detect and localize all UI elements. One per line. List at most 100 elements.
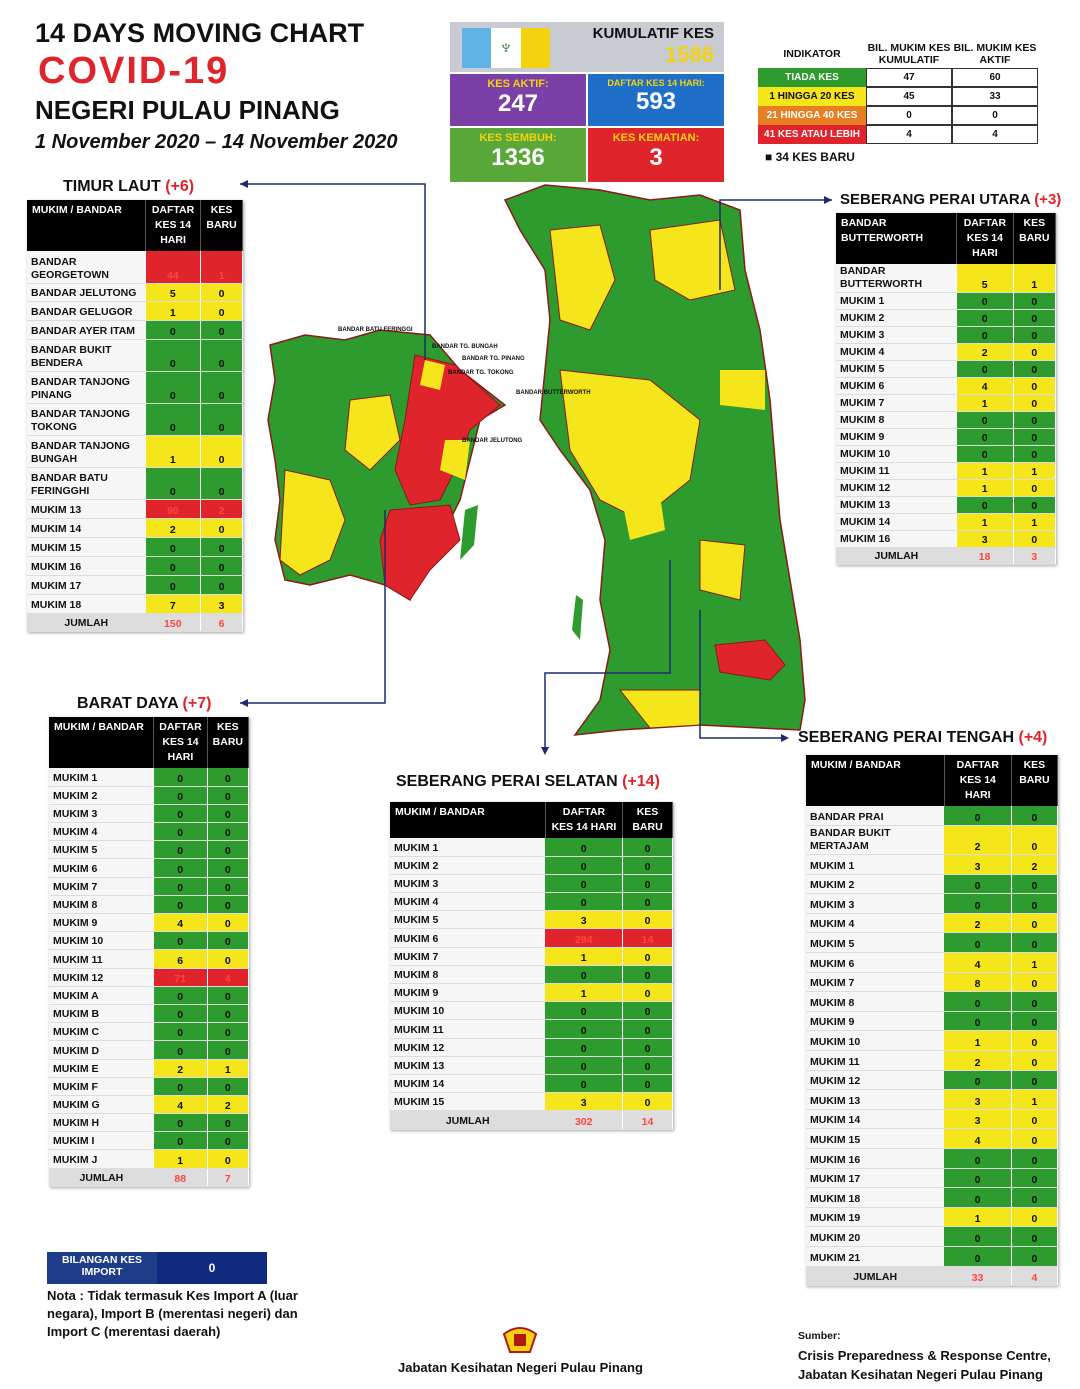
table-row: MUKIM 12 1 0 [836,479,1057,497]
registered-count: 0 [545,1038,624,1057]
new-cases-count: 0 [622,874,673,894]
new-cases-note: ■ 34 KES BARU [765,150,855,164]
table-row: MUKIM 15 0 0 [27,537,243,557]
new-cases-count: 0 [207,1113,250,1133]
source-label: Sumber: [798,1330,841,1342]
registered-count: 2 [944,913,1012,934]
import-value: 0 [157,1252,267,1284]
area-name: MUKIM 12 [49,968,154,987]
new-cases-count: 1 [200,251,243,284]
registered-count: 0 [956,309,1014,327]
new-cases-count: 0 [207,931,250,951]
area-name: MUKIM 14 [836,513,957,531]
registered-count: 0 [944,1226,1012,1247]
new-cases-count: 0 [200,320,243,341]
table-row: MUKIM 21 0 0 [806,1246,1059,1267]
total-new: 6 [200,613,243,633]
total-registered: 33 [944,1266,1012,1287]
table-row: MUKIM 15 3 0 [390,1092,673,1112]
new-cases-count: 1 [1013,264,1057,293]
new-cases-count: 14 [622,928,673,948]
new-cases-count: 2 [207,1095,250,1115]
new-cases-count: 0 [622,838,673,857]
department-name: Jabatan Kesihatan Negeri Pulau Pinang [398,1360,643,1375]
area-name: BANDAR GELUGOR [27,301,146,322]
area-name: MUKIM 10 [49,931,154,951]
new-cases-header: KES BARU [1011,755,1059,806]
registered-count: 0 [944,1011,1012,1032]
active-count: 0 [952,106,1038,125]
area-name: MUKIM 14 [27,518,146,538]
registered-count: 1 [145,435,202,469]
malaysia-coat-of-arms-icon [500,1322,540,1356]
area-name: MUKIM E [49,1059,154,1078]
registered-count: 0 [145,575,202,595]
new-cases-count: 0 [1011,991,1059,1012]
registered-count: 0 [145,371,202,405]
area-name: MUKIM 8 [390,965,546,985]
registered-header: DAFTAR KES 14 HARI [153,717,208,768]
registered-count: 3 [944,1089,1012,1110]
area-name: MUKIM 1 [49,768,154,787]
table-row: MUKIM 10 0 0 [836,445,1057,463]
new-cases-count: 0 [1011,1128,1059,1149]
table-row: MUKIM 17 0 0 [27,575,243,595]
area-name: MUKIM 16 [806,1148,945,1169]
new-cases-count: 0 [1011,806,1059,827]
seberang-perai-map [503,184,806,736]
new-cases-count: 0 [1013,479,1057,497]
area-name: MUKIM 8 [836,411,957,429]
active-box: KES AKTIF: 247 [450,74,586,126]
table-row: BANDAR TANJONG PINANG 0 0 [27,371,243,405]
new-cases-count: 2 [1011,854,1059,875]
penang-island-map [267,329,583,640]
area-name: MUKIM 11 [806,1050,945,1071]
new-cases-count: 0 [200,518,243,538]
area-name: MUKIM 1 [390,838,546,857]
area-name: MUKIM H [49,1113,154,1133]
new-cases-count: 0 [207,858,250,878]
indicator-row: 1 HINGGA 20 KES 45 33 [758,87,1038,106]
date-range: 1 November 2020 – 14 November 2020 [35,131,398,153]
new-cases-count: 0 [622,947,673,966]
new-cases-count: 0 [207,913,250,933]
table-row: MUKIM 20 0 0 [806,1226,1059,1247]
area-name: MUKIM 18 [27,594,146,614]
new-cases-count: 0 [200,403,243,437]
area-name: MUKIM 15 [806,1128,945,1149]
table-row: BANDAR GEORGETOWN 44 1 [27,251,243,284]
new-cases-count: 0 [1011,1070,1059,1091]
table-row: MUKIM 15 4 0 [806,1128,1059,1149]
active-value: 247 [497,90,539,117]
area-name: MUKIM 17 [27,575,146,595]
new-cases-count: 0 [1013,309,1057,327]
new-cases-count: 0 [1011,1148,1059,1169]
cumulative-count: 45 [866,87,952,106]
area-name: MUKIM 20 [806,1226,945,1247]
new-cases-count: 0 [1011,1011,1059,1032]
total-registered: 18 [956,547,1014,565]
table-row: BANDAR JELUTONG 5 0 [27,283,243,303]
total-new: 4 [1011,1266,1059,1287]
new-cases-count: 0 [1011,1226,1059,1247]
new-cases-count: 0 [207,877,250,896]
registered-count: 0 [956,428,1014,446]
indicator-label: 21 HINGGA 40 KES [758,106,866,125]
registered-count: 0 [545,838,624,857]
indicator-rows: TIADA KES 47 60 1 HINGGA 20 KES 45 33 21 HINGG… [758,68,1038,144]
registered-count: 0 [956,326,1014,344]
area-name: MUKIM I [49,1131,154,1151]
map-label: BANDAR TG. TOKONG [448,370,514,376]
section-name: SEBERANG PERAI SELATAN [396,773,618,790]
registered-count: 0 [956,360,1014,378]
table-header-row: BANDAR BUTTERWORTH DAFTAR KES 14 HARI KES … [836,213,1057,264]
table-row: MUKIM 13 0 0 [836,496,1057,514]
area-header: MUKIM / BANDAR [49,717,155,768]
